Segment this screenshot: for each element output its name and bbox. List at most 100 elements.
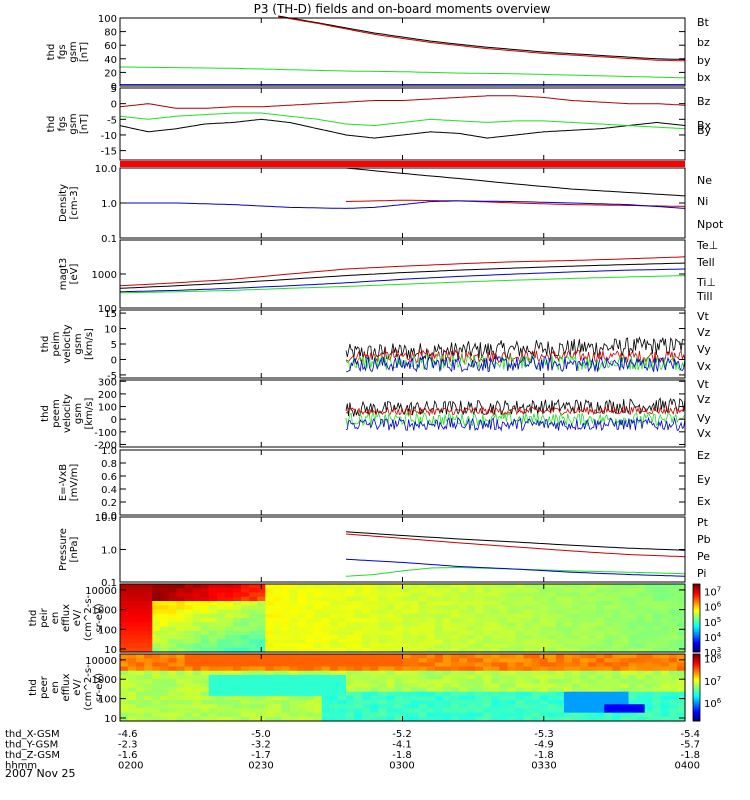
heatmap-cell <box>136 708 145 714</box>
heatmap-cell <box>636 622 646 628</box>
heatmap-cell <box>628 622 638 628</box>
heatmap-cell <box>233 679 242 684</box>
heatmap-cell <box>499 674 509 680</box>
heatmap-cell <box>676 618 686 623</box>
heatmap-cell <box>370 605 379 611</box>
heatmap-cell <box>354 592 363 598</box>
heatmap-cell <box>120 639 129 645</box>
heatmap-cell <box>459 670 468 676</box>
heatmap-cell <box>596 683 605 689</box>
colorbar-segment <box>693 638 700 642</box>
heatmap-cell <box>475 647 484 653</box>
heatmap-cell <box>313 708 323 714</box>
colorbar-segment <box>693 658 700 662</box>
heatmap-cell <box>168 618 178 623</box>
heatmap-cell <box>507 605 517 611</box>
heatmap-cell <box>362 654 371 659</box>
heatmap-cell <box>515 622 525 628</box>
heatmap-cell <box>305 643 315 649</box>
heatmap-cell <box>224 679 234 684</box>
heatmap-cell <box>160 639 170 645</box>
heatmap-cell <box>402 622 412 628</box>
heatmap-cell <box>475 630 484 636</box>
heatmap-cell <box>257 605 266 611</box>
heatmap-cell <box>192 683 202 689</box>
heatmap-cell <box>442 609 452 615</box>
heatmap-cell <box>362 687 371 693</box>
heatmap-cell <box>426 716 436 722</box>
heatmap-cell <box>136 618 145 623</box>
heatmap-cell <box>442 639 452 645</box>
heatmap-cell <box>224 691 234 697</box>
heatmap-cell <box>370 601 379 606</box>
heatmap-cell <box>596 622 605 628</box>
heatmap-cell <box>386 626 396 632</box>
heatmap-cell <box>418 674 428 680</box>
heatmap-cell <box>120 674 129 680</box>
y-tick-label: 100 <box>98 625 117 636</box>
heatmap-cell <box>216 643 226 649</box>
heatmap-cell <box>337 708 347 714</box>
heatmap-cell <box>200 609 210 615</box>
heatmap-cell <box>233 695 242 701</box>
heatmap-cell <box>539 666 549 672</box>
heatmap-cell <box>588 592 597 598</box>
heatmap-cell <box>660 687 670 693</box>
heatmap-cell <box>555 700 565 705</box>
heatmap-cell <box>394 670 404 676</box>
heatmap-cell <box>580 662 589 668</box>
heatmap-cell <box>644 613 654 619</box>
heatmap-cell <box>652 683 662 689</box>
heatmap-cell <box>241 708 250 714</box>
heatmap-cell <box>370 708 379 714</box>
heatmap-cell <box>676 635 686 640</box>
heatmap-cell <box>483 712 492 718</box>
heatmap-cell <box>572 596 581 602</box>
heatmap-cell <box>604 639 613 645</box>
heatmap-cell <box>563 613 573 619</box>
heatmap-cell <box>442 630 452 636</box>
heatmap-cell <box>475 639 484 645</box>
heatmap-cell <box>475 683 484 689</box>
heatmap-cell <box>572 643 581 649</box>
heatmap-cell <box>426 647 436 653</box>
heatmap-cell <box>257 643 266 649</box>
legend-Vx: Vx <box>697 427 712 440</box>
heatmap-cell <box>531 712 541 718</box>
heatmap-cell <box>265 584 274 589</box>
heatmap-cell <box>241 584 250 589</box>
heatmap-cell <box>547 666 557 672</box>
heatmap-cell <box>620 658 630 663</box>
separator-bar <box>120 161 685 167</box>
heatmap-cell <box>620 626 630 632</box>
heatmap-cell <box>208 654 218 659</box>
heatmap-cell <box>337 613 347 619</box>
heatmap-cell <box>152 643 161 649</box>
heatmap-cell <box>418 639 428 645</box>
colorbar-segment <box>693 608 700 612</box>
heatmap-cell <box>636 639 646 645</box>
heatmap-cell <box>176 647 186 653</box>
heatmap-cell <box>233 588 242 594</box>
heatmap-cell <box>410 662 420 668</box>
heatmap-cell <box>499 716 509 722</box>
heatmap-cell <box>120 596 129 602</box>
heatmap-cell <box>676 700 686 705</box>
heatmap-cell <box>507 654 517 659</box>
heatmap-cell <box>354 674 363 680</box>
heatmap-cell <box>483 618 492 623</box>
heatmap-cell <box>539 712 549 718</box>
heatmap-cell <box>620 716 630 722</box>
heatmap-cell <box>184 618 194 623</box>
heatmap-cell <box>676 712 686 718</box>
heatmap-cell <box>337 658 347 663</box>
heatmap-cell <box>596 588 605 594</box>
heatmap-cell <box>305 687 315 693</box>
heatmap-cell <box>580 588 589 594</box>
heatmap-cell <box>313 605 323 611</box>
heatmap-cell <box>572 626 581 632</box>
heatmap-cell <box>354 647 363 653</box>
heatmap-cell <box>531 666 541 672</box>
heatmap-cell <box>499 691 509 697</box>
